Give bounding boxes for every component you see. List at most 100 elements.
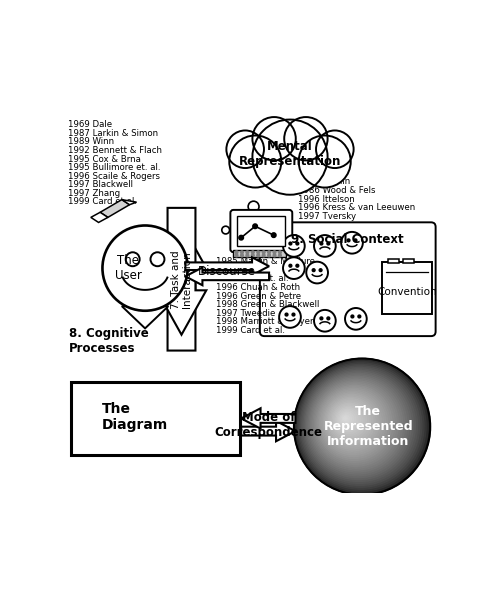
Circle shape [314, 382, 396, 464]
Circle shape [327, 317, 330, 320]
Circle shape [289, 265, 292, 267]
Circle shape [308, 375, 407, 474]
Circle shape [279, 306, 301, 328]
Circle shape [299, 364, 422, 487]
Circle shape [289, 242, 292, 245]
Text: 1997 Tweedie: 1997 Tweedie [217, 309, 276, 318]
Bar [237, 216, 285, 246]
Text: 1999 Card et al.: 1999 Card et al. [217, 326, 285, 335]
FancyBboxPatch shape [382, 262, 432, 314]
Circle shape [320, 317, 323, 320]
Circle shape [316, 130, 354, 168]
Circle shape [301, 367, 417, 484]
Circle shape [235, 251, 238, 254]
Circle shape [284, 117, 327, 160]
FancyBboxPatch shape [260, 223, 436, 336]
Circle shape [226, 130, 264, 168]
Circle shape [292, 313, 295, 316]
Circle shape [262, 251, 265, 254]
Text: 1985 Martin & McClure: 1985 Martin & McClure [217, 257, 315, 266]
Circle shape [337, 409, 358, 430]
Circle shape [317, 385, 392, 460]
Circle shape [222, 226, 230, 234]
Circle shape [278, 254, 281, 257]
Circle shape [257, 251, 260, 254]
Text: 9. Social Context: 9. Social Context [292, 233, 404, 246]
Text: 8. Cognitive
Processes: 8. Cognitive Processes [69, 327, 149, 355]
Text: 1969 Dale: 1969 Dale [68, 121, 111, 130]
Circle shape [320, 242, 323, 245]
Circle shape [294, 358, 430, 495]
Circle shape [345, 308, 367, 330]
Circle shape [268, 251, 271, 254]
Circle shape [312, 269, 315, 272]
Text: 1997 Zhang: 1997 Zhang [68, 189, 120, 198]
Polygon shape [157, 208, 206, 335]
Bar [233, 250, 286, 257]
Polygon shape [241, 408, 296, 428]
Circle shape [300, 366, 420, 485]
Circle shape [312, 379, 401, 468]
Polygon shape [241, 421, 296, 441]
Circle shape [347, 239, 350, 242]
Circle shape [351, 315, 354, 318]
Circle shape [325, 394, 379, 449]
Circle shape [314, 235, 336, 257]
Text: 7. Task and
Interaction: 7. Task and Interaction [171, 250, 192, 309]
Circle shape [316, 384, 394, 463]
Circle shape [241, 254, 244, 257]
Text: 1980 Doblin: 1980 Doblin [298, 178, 350, 187]
Text: 1996 Chuah & Roth: 1996 Chuah & Roth [217, 283, 300, 292]
Circle shape [257, 254, 260, 257]
Circle shape [341, 232, 363, 254]
Polygon shape [100, 200, 130, 217]
Polygon shape [186, 257, 269, 275]
Text: Mental
Representation: Mental Representation [239, 140, 341, 168]
Circle shape [313, 381, 398, 466]
Circle shape [296, 242, 299, 245]
Circle shape [246, 251, 249, 254]
Polygon shape [157, 224, 206, 350]
Circle shape [354, 239, 357, 242]
Text: Mode of
Correspondence: Mode of Correspondence [214, 411, 322, 439]
Circle shape [340, 412, 354, 426]
Circle shape [336, 408, 360, 431]
Text: The
User: The User [114, 254, 141, 282]
Circle shape [272, 233, 276, 238]
Text: 1989 Winn: 1989 Winn [68, 137, 114, 146]
Text: 1998 Green & Blackwell: 1998 Green & Blackwell [217, 300, 320, 309]
Circle shape [307, 373, 409, 476]
Circle shape [327, 397, 375, 445]
Polygon shape [122, 200, 136, 205]
Text: 1995 Bullimore et. al.: 1995 Bullimore et. al. [68, 163, 160, 172]
FancyBboxPatch shape [230, 210, 292, 252]
Circle shape [305, 372, 411, 478]
Circle shape [252, 119, 327, 195]
Circle shape [318, 387, 390, 458]
Circle shape [358, 315, 361, 318]
Circle shape [251, 251, 254, 254]
Text: Convention: Convention [377, 287, 437, 297]
Text: 1997 Blackwell: 1997 Blackwell [68, 180, 133, 189]
Text: 1989 Winn: 1989 Winn [217, 266, 263, 275]
Circle shape [335, 406, 362, 434]
Bar [388, 259, 399, 263]
Circle shape [229, 136, 281, 188]
Text: 1999 Card et al.: 1999 Card et al. [68, 197, 136, 206]
Circle shape [310, 378, 403, 470]
Text: 1996 Scaile & Rogers: 1996 Scaile & Rogers [68, 172, 160, 181]
Text: 1998 Marriott & Meyer: 1998 Marriott & Meyer [217, 317, 314, 326]
Bar [403, 259, 414, 263]
Text: 1986 Wood & Fels: 1986 Wood & Fels [298, 186, 375, 195]
Text: 1992 Bennett & Flach: 1992 Bennett & Flach [68, 146, 162, 155]
Bar [71, 382, 240, 455]
Circle shape [329, 400, 371, 441]
Circle shape [239, 235, 244, 240]
Circle shape [253, 224, 257, 229]
Text: 1996 Kress & van Leeuwen: 1996 Kress & van Leeuwen [298, 203, 415, 212]
Circle shape [283, 235, 305, 257]
Text: The
Diagram: The Diagram [102, 402, 168, 433]
Text: 1995 Cox & Brna: 1995 Cox & Brna [68, 155, 140, 164]
Circle shape [103, 226, 188, 311]
Circle shape [283, 257, 305, 279]
